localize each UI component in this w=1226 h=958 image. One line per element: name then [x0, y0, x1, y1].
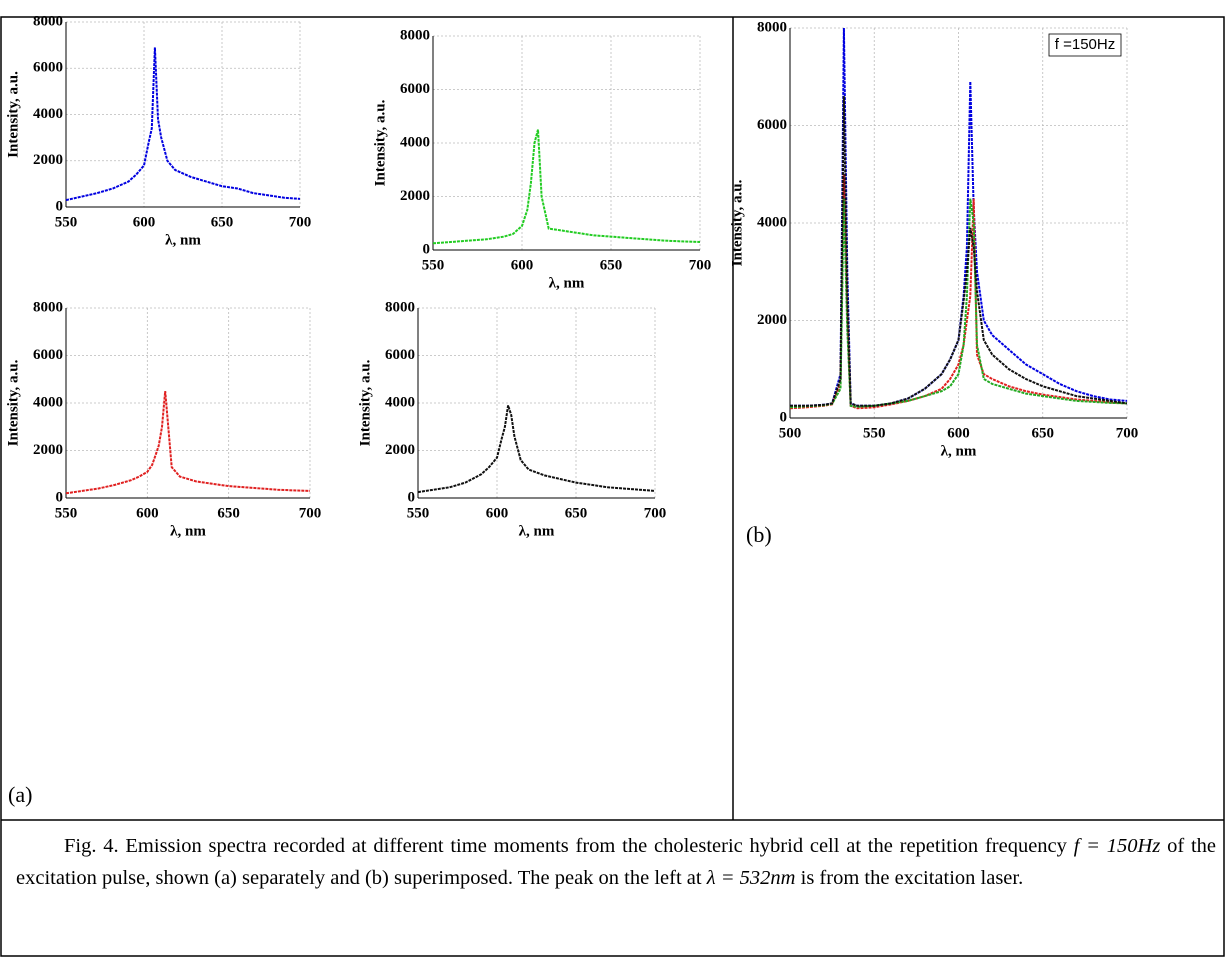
table-border — [0, 16, 1225, 957]
x-tick-label: 600 — [947, 425, 970, 441]
x-tick-label: 650 — [1032, 425, 1055, 441]
y-tick-label: 8000 — [400, 27, 430, 43]
annotation: f =150Hz — [1055, 36, 1115, 53]
x-axis-label: λ, nm — [165, 232, 201, 248]
annotation-box — [1048, 33, 1122, 57]
x-tick-label: 550 — [422, 257, 445, 273]
y-axis-label: Intensity, a.u. — [372, 99, 388, 186]
y-tick-label: 0 — [423, 241, 431, 257]
caption-text: is from the excitation laser. — [795, 867, 1024, 889]
x-tick-label: 700 — [644, 505, 667, 521]
spectrum-line — [790, 96, 1128, 407]
caption-math: f = 150Hz — [1073, 835, 1161, 857]
y-axis-label: Intensity, a.u. — [357, 359, 373, 446]
x-tick-label: 700 — [289, 214, 312, 230]
y-tick-label: 2000 — [385, 442, 415, 458]
y-tick-label: 0 — [56, 198, 64, 214]
y-tick-label: 8000 — [33, 299, 63, 315]
y-tick-label: 2000 — [757, 312, 787, 328]
y-tick-label: 0 — [56, 489, 64, 505]
panel-label: (b) — [746, 522, 772, 547]
x-tick-label: 650 — [565, 505, 588, 521]
x-tick-label: 650 — [217, 505, 240, 521]
y-tick-label: 4000 — [33, 394, 63, 410]
y-tick-label: 4000 — [33, 106, 63, 122]
caption: Fig. 4. Emission spectra recorded at dif… — [16, 830, 1216, 894]
y-tick-label: 4000 — [385, 394, 415, 410]
x-tick-label: 550 — [863, 425, 886, 441]
caption-math: λ = 532nm — [706, 867, 796, 889]
x-axis-label: λ, nm — [519, 523, 555, 539]
x-axis-label: λ, nm — [941, 443, 977, 459]
x-tick-label: 650 — [211, 214, 234, 230]
x-tick-label: 700 — [689, 257, 712, 273]
y-tick-label: 8000 — [385, 299, 415, 315]
y-axis-label: Intensity, a.u. — [5, 359, 21, 446]
x-axis-label: λ, nm — [549, 275, 585, 291]
x-tick-label: 600 — [136, 505, 159, 521]
y-tick-label: 8000 — [757, 19, 787, 35]
y-axis-label: Intensity, a.u. — [729, 179, 745, 266]
y-tick-label: 6000 — [400, 81, 430, 97]
x-tick-label: 700 — [1116, 425, 1139, 441]
x-axis-label: λ, nm — [170, 523, 206, 539]
x-tick-label: 550 — [55, 214, 78, 230]
x-tick-label: 500 — [779, 425, 802, 441]
y-tick-label: 2000 — [33, 152, 63, 168]
x-tick-label: 700 — [299, 505, 322, 521]
caption-text: Fig. 4. Emission spectra recorded at dif… — [64, 835, 1074, 857]
y-tick-label: 6000 — [33, 60, 63, 76]
spectrum-line — [432, 129, 701, 245]
y-tick-label: 6000 — [33, 347, 63, 363]
x-tick-label: 550 — [407, 505, 430, 521]
x-tick-label: 600 — [511, 257, 534, 273]
spectrum-line — [789, 198, 1128, 409]
x-tick-label: 600 — [486, 505, 509, 521]
y-tick-label: 8000 — [33, 13, 63, 29]
y-axis-label: Intensity, a.u. — [5, 71, 21, 158]
spectrum-line — [65, 391, 311, 495]
y-tick-label: 0 — [408, 489, 416, 505]
y-tick-label: 0 — [780, 409, 788, 425]
panel-label: (a) — [8, 782, 33, 807]
spectrum-line — [417, 405, 656, 494]
x-tick-label: 650 — [600, 257, 623, 273]
y-tick-label: 4000 — [757, 214, 787, 230]
x-tick-label: 550 — [55, 505, 78, 521]
y-tick-label: 2000 — [400, 188, 430, 204]
x-tick-label: 600 — [133, 214, 156, 230]
caption-text: of the excitation pulse, shown (a) separ… — [16, 835, 1216, 889]
y-tick-label: 6000 — [385, 347, 415, 363]
spectrum-line — [65, 47, 301, 202]
y-tick-label: 6000 — [757, 117, 787, 133]
y-tick-label: 4000 — [400, 134, 430, 150]
y-tick-label: 2000 — [33, 442, 63, 458]
